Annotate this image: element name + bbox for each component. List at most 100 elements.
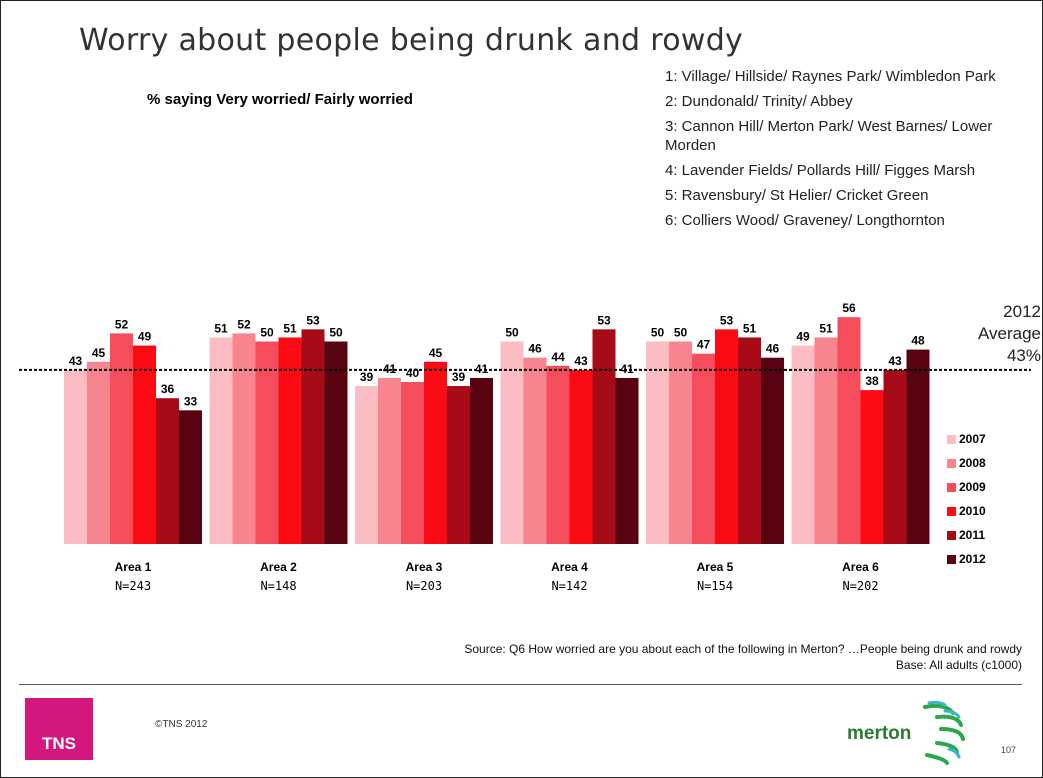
data-label: 39 [452,370,466,384]
legend-label: 2011 [959,528,986,542]
bar-2012-area-3 [470,377,493,544]
data-label: 41 [620,362,634,376]
bar-2009-area-4 [546,365,570,544]
data-label: 50 [505,326,519,340]
tns-logo: TNS [25,698,93,760]
copyright: ©TNS 2012 [155,719,208,730]
bar-2012-area-4 [615,377,639,544]
bar-2010-area-6 [860,390,884,544]
average-label: 2012 Average 43% [941,301,1041,367]
merton-logo-text: merton [847,723,912,744]
area-key-item: 3: Cannon Hill/ Merton Park/ West Barnes… [665,118,993,154]
merton-logo: merton [841,699,971,765]
data-label: 52 [237,317,251,331]
legend-label: 2009 [959,480,986,494]
sample-size-label: N=243 [115,579,151,593]
bar-2009-area-3 [401,382,424,544]
data-label: 51 [214,321,228,335]
data-label: 40 [406,366,420,380]
legend-label: 2007 [959,432,986,446]
data-label: 49 [138,330,152,344]
data-label: 53 [597,313,611,327]
legend-label: 2010 [959,504,986,518]
data-label: 50 [651,326,665,340]
source-note: Source: Q6 How worried are you about eac… [464,641,1022,673]
legend-entry-2009: 2009 [947,475,986,499]
legend-entry-2010: 2010 [947,499,986,523]
area-key-item: 6: Colliers Wood/ Graveney/ Longthornton [665,212,945,229]
legend-swatch [947,458,956,468]
category-label: Area 2 [260,560,297,574]
data-label: 50 [260,326,274,340]
data-label: 45 [429,346,443,360]
bar-2007-area-1 [64,369,87,544]
data-label: 47 [697,338,711,352]
bar-2009-area-6 [837,317,861,544]
data-label: 51 [743,321,757,335]
category-label: Area 1 [115,560,152,574]
data-label: 38 [865,374,879,388]
page-number: 107 [1001,745,1017,755]
legend-label: 2012 [959,552,986,566]
data-label: 50 [674,326,688,340]
merton-swirl-icon [923,700,965,765]
legend-entry-2011: 2011 [947,523,986,547]
bar-2010-area-2 [278,337,302,544]
bar-2008-area-4 [523,357,547,544]
data-label: 48 [911,334,925,348]
tns-logo-text: TNS [42,734,76,753]
sample-size-label: N=202 [842,579,878,593]
bar-2008-area-6 [814,337,838,544]
bar-2010-area-3 [424,361,447,544]
source-question: Source: Q6 How worried are you about eac… [464,642,1022,656]
bar-2011-area-4 [592,329,616,544]
data-label: 46 [528,342,542,356]
average-year: 2012 [1003,302,1041,321]
category-label: Area 6 [842,560,879,574]
page-title: Worry about people being drunk and rowdy [79,23,744,58]
sample-size-label: N=203 [406,579,442,593]
bar-chart: 43 45 52 49 36 33 Area 1 N=243 51 52 50 51 53 50 Area … [19,301,1031,593]
data-label: 50 [329,326,343,340]
legend-entry-2007: 2007 [947,427,986,451]
legend-swatch [947,434,956,444]
bar-2007-area-2 [209,337,233,544]
bar-2011-area-6 [883,369,907,544]
data-label: 43 [888,354,902,368]
bar-2011-area-5 [738,337,761,544]
bar-2010-area-4 [569,369,593,544]
bar-2008-area-1 [87,361,110,544]
data-label: 46 [766,342,780,356]
data-label: 33 [184,394,198,408]
legend-label: 2008 [959,456,986,470]
bar-2011-area-3 [447,386,470,544]
bar-2007-area-4 [500,341,524,544]
bar-2012-area-2 [324,341,348,544]
area-key-item: 1: Village/ Hillside/ Raynes Park/ Wimbl… [665,68,996,85]
sample-size-label: N=154 [697,579,733,593]
bar-2011-area-1 [156,398,179,544]
data-label: 51 [819,321,833,335]
category-label: Area 4 [551,560,588,574]
bar-2010-area-1 [133,345,156,544]
data-label: 51 [283,321,297,335]
data-label: 53 [720,313,734,327]
footer-divider [19,684,1022,685]
bar-2010-area-5 [715,329,738,544]
legend-entry-2008: 2008 [947,451,986,475]
bar-2009-area-2 [255,341,279,544]
sample-size-label: N=148 [260,579,296,593]
bar-2008-area-2 [232,333,256,544]
area-key: 1: Village/ Hillside/ Raynes Park/ Wimbl… [665,67,1035,236]
series-legend: 2007 2008 2009 2010 2011 2012 [947,427,986,571]
bar-2009-area-1 [110,333,133,544]
legend-swatch [947,482,956,492]
bar-2007-area-3 [355,386,378,544]
average-value: 43% [1006,346,1041,365]
sample-size-label: N=142 [551,579,587,593]
data-label: 56 [842,301,856,315]
area-key-item: 2: Dundonald/ Trinity/ Abbey [665,93,853,110]
bar-2008-area-3 [378,377,401,544]
average-word: Average [977,324,1041,343]
